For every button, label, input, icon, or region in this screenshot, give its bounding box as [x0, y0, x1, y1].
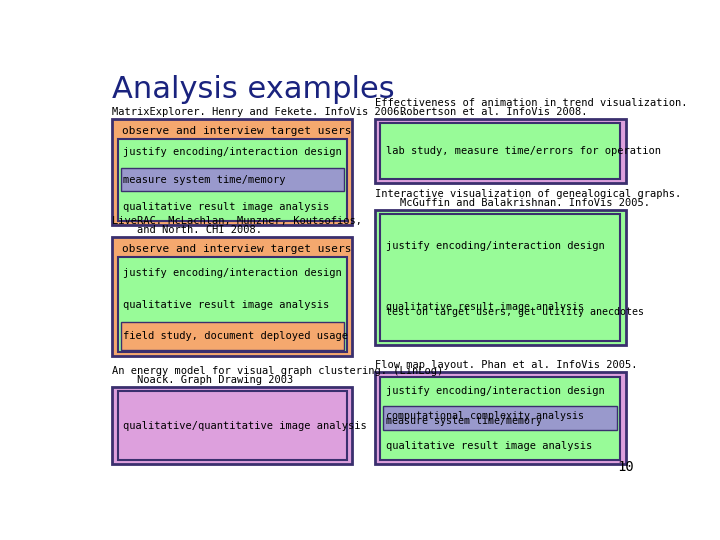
Text: and North. CHI 2008.: and North. CHI 2008. — [112, 225, 262, 235]
Bar — [121, 322, 344, 349]
Bar — [112, 119, 352, 225]
Bar — [121, 168, 344, 191]
Text: Effectiveness of animation in trend visualization.: Effectiveness of animation in trend visu… — [374, 98, 687, 107]
Bar — [380, 123, 620, 179]
Bar — [118, 391, 346, 460]
Text: An energy model for visual graph clustering. (LinLog): An energy model for visual graph cluster… — [112, 366, 444, 376]
Text: Noack. Graph Drawing 2003: Noack. Graph Drawing 2003 — [112, 375, 294, 385]
Text: Robertson et al. InfoVis 2008.: Robertson et al. InfoVis 2008. — [374, 107, 587, 117]
Text: justify encoding/interaction design: justify encoding/interaction design — [386, 241, 605, 251]
Text: qualitative result image analysis: qualitative result image analysis — [124, 202, 330, 212]
Text: lab study, measure time/errors for operation: lab study, measure time/errors for opera… — [386, 146, 661, 156]
Bar — [374, 119, 626, 183]
Bar — [118, 241, 346, 258]
Bar — [118, 123, 346, 139]
Bar — [112, 387, 352, 464]
Text: observe and interview target users: observe and interview target users — [122, 245, 352, 254]
Text: observe and interview target users: observe and interview target users — [122, 126, 352, 136]
Text: qualitative result image analysis: qualitative result image analysis — [386, 441, 592, 451]
Bar — [374, 210, 626, 346]
Text: measure system time/memory: measure system time/memory — [124, 175, 286, 185]
Bar — [112, 238, 352, 356]
Text: justify encoding/interaction design: justify encoding/interaction design — [124, 147, 342, 158]
Text: computational complexity analysis: computational complexity analysis — [386, 410, 584, 421]
Text: Interactive visualization of genealogical graphs.: Interactive visualization of genealogica… — [374, 189, 681, 199]
Text: LiveRAC. McLachlan, Munzner, Koutsofios,: LiveRAC. McLachlan, Munzner, Koutsofios, — [112, 216, 362, 226]
Text: McGuffin and Balakrishnan. InfoVis 2005.: McGuffin and Balakrishnan. InfoVis 2005. — [374, 198, 649, 208]
Text: qualitative/quantitative image analysis: qualitative/quantitative image analysis — [124, 421, 367, 430]
Bar — [118, 258, 346, 352]
Bar — [383, 407, 617, 430]
Bar — [118, 139, 346, 221]
Bar — [380, 214, 620, 341]
Text: Flow map layout. Phan et al. InfoVis 2005.: Flow map layout. Phan et al. InfoVis 200… — [374, 360, 637, 370]
Text: qualitative result image analysis: qualitative result image analysis — [124, 300, 330, 309]
Text: qualitative result image analysis: qualitative result image analysis — [386, 302, 584, 312]
Text: measure system time/memory: measure system time/memory — [386, 416, 541, 426]
Text: justify encoding/interaction design: justify encoding/interaction design — [386, 386, 605, 395]
Text: Analysis examples: Analysis examples — [112, 75, 395, 104]
Text: test on target users, get utility anecdotes: test on target users, get utility anecdo… — [386, 307, 644, 318]
Text: 10: 10 — [617, 461, 634, 474]
Text: field study, document deployed usage: field study, document deployed usage — [124, 331, 348, 341]
Text: justify encoding/interaction design: justify encoding/interaction design — [124, 268, 342, 278]
Text: MatrixExplorer. Henry and Fekete. InfoVis 2006.: MatrixExplorer. Henry and Fekete. InfoVi… — [112, 107, 406, 117]
Bar — [380, 377, 620, 460]
Bar — [374, 373, 626, 464]
